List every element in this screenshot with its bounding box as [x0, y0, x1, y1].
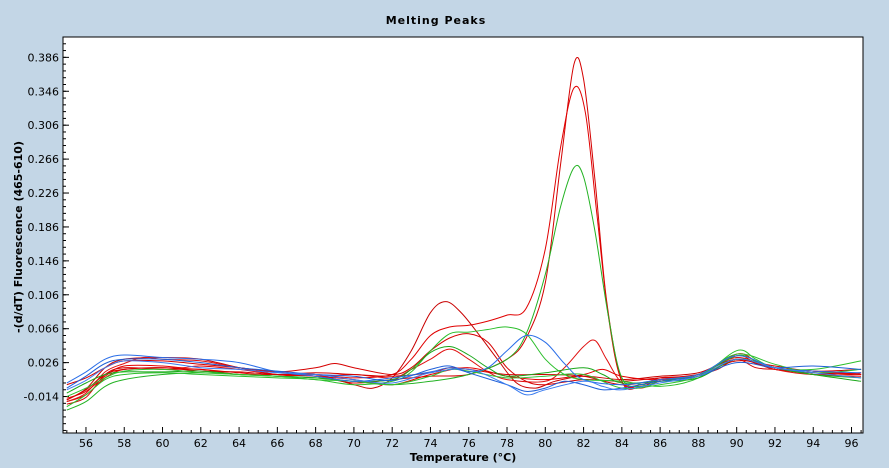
x-tick-label: 84	[615, 437, 629, 450]
x-tick-label: 92	[768, 437, 782, 450]
x-tick-label: 56	[79, 437, 93, 450]
y-tick-label: 0.226	[28, 187, 60, 200]
y-tick-label: 0.266	[28, 153, 60, 166]
y-tick-label: 0.386	[28, 51, 60, 64]
x-tick-label: 88	[691, 437, 705, 450]
y-tick-label: 0.306	[28, 119, 60, 132]
y-tick-label: -0.014	[24, 391, 59, 404]
y-tick-label: 0.146	[28, 255, 60, 268]
series-line-2	[66, 85, 862, 403]
y-axis-label: -(d/dT) Fluorescence (465-610)	[12, 141, 25, 333]
x-tick-label: 72	[385, 437, 399, 450]
x-tick-label: 90	[730, 437, 744, 450]
x-axis: 56 58 60 62 64 66 68 70 72 74 76 78 80 82 84 86 88 90 92 94…	[66, 427, 862, 450]
y-tick-label: 0.066	[28, 323, 60, 336]
y-tick-label: 0.346	[28, 85, 60, 98]
y-tick-label: 0.026	[28, 357, 60, 370]
series-line-13	[66, 358, 862, 392]
series-line-12	[66, 334, 862, 386]
chart-title: Melting Peaks	[386, 14, 487, 27]
series-line-9	[66, 326, 862, 408]
x-tick-label: 74	[423, 437, 437, 450]
y-axis: -0.014 0.026 0.066 0.106 0.146 0.186 0.226 0.26…	[24, 36, 69, 431]
y-tick-label: 0.186	[28, 221, 60, 234]
x-tick-label: 64	[232, 437, 246, 450]
x-tick-label: 70	[347, 437, 361, 450]
x-tick-label: 78	[500, 437, 514, 450]
x-tick-label: 94	[806, 437, 820, 450]
x-tick-label: 96	[845, 437, 859, 450]
x-tick-label: 86	[653, 437, 667, 450]
x-tick-label: 80	[538, 437, 552, 450]
x-tick-label: 66	[270, 437, 284, 450]
x-tick-label: 58	[117, 437, 131, 450]
y-tick-label: 0.106	[28, 289, 60, 302]
x-tick-label: 62	[194, 437, 208, 450]
x-tick-label: 82	[577, 437, 591, 450]
x-tick-label: 68	[309, 437, 323, 450]
series-layer	[66, 57, 862, 411]
series-line-3	[66, 301, 862, 401]
x-tick-label: 76	[462, 437, 476, 450]
x-axis-label: Temperature (°C)	[410, 451, 517, 464]
series-line-14	[66, 358, 862, 396]
x-tick-label: 60	[156, 437, 170, 450]
